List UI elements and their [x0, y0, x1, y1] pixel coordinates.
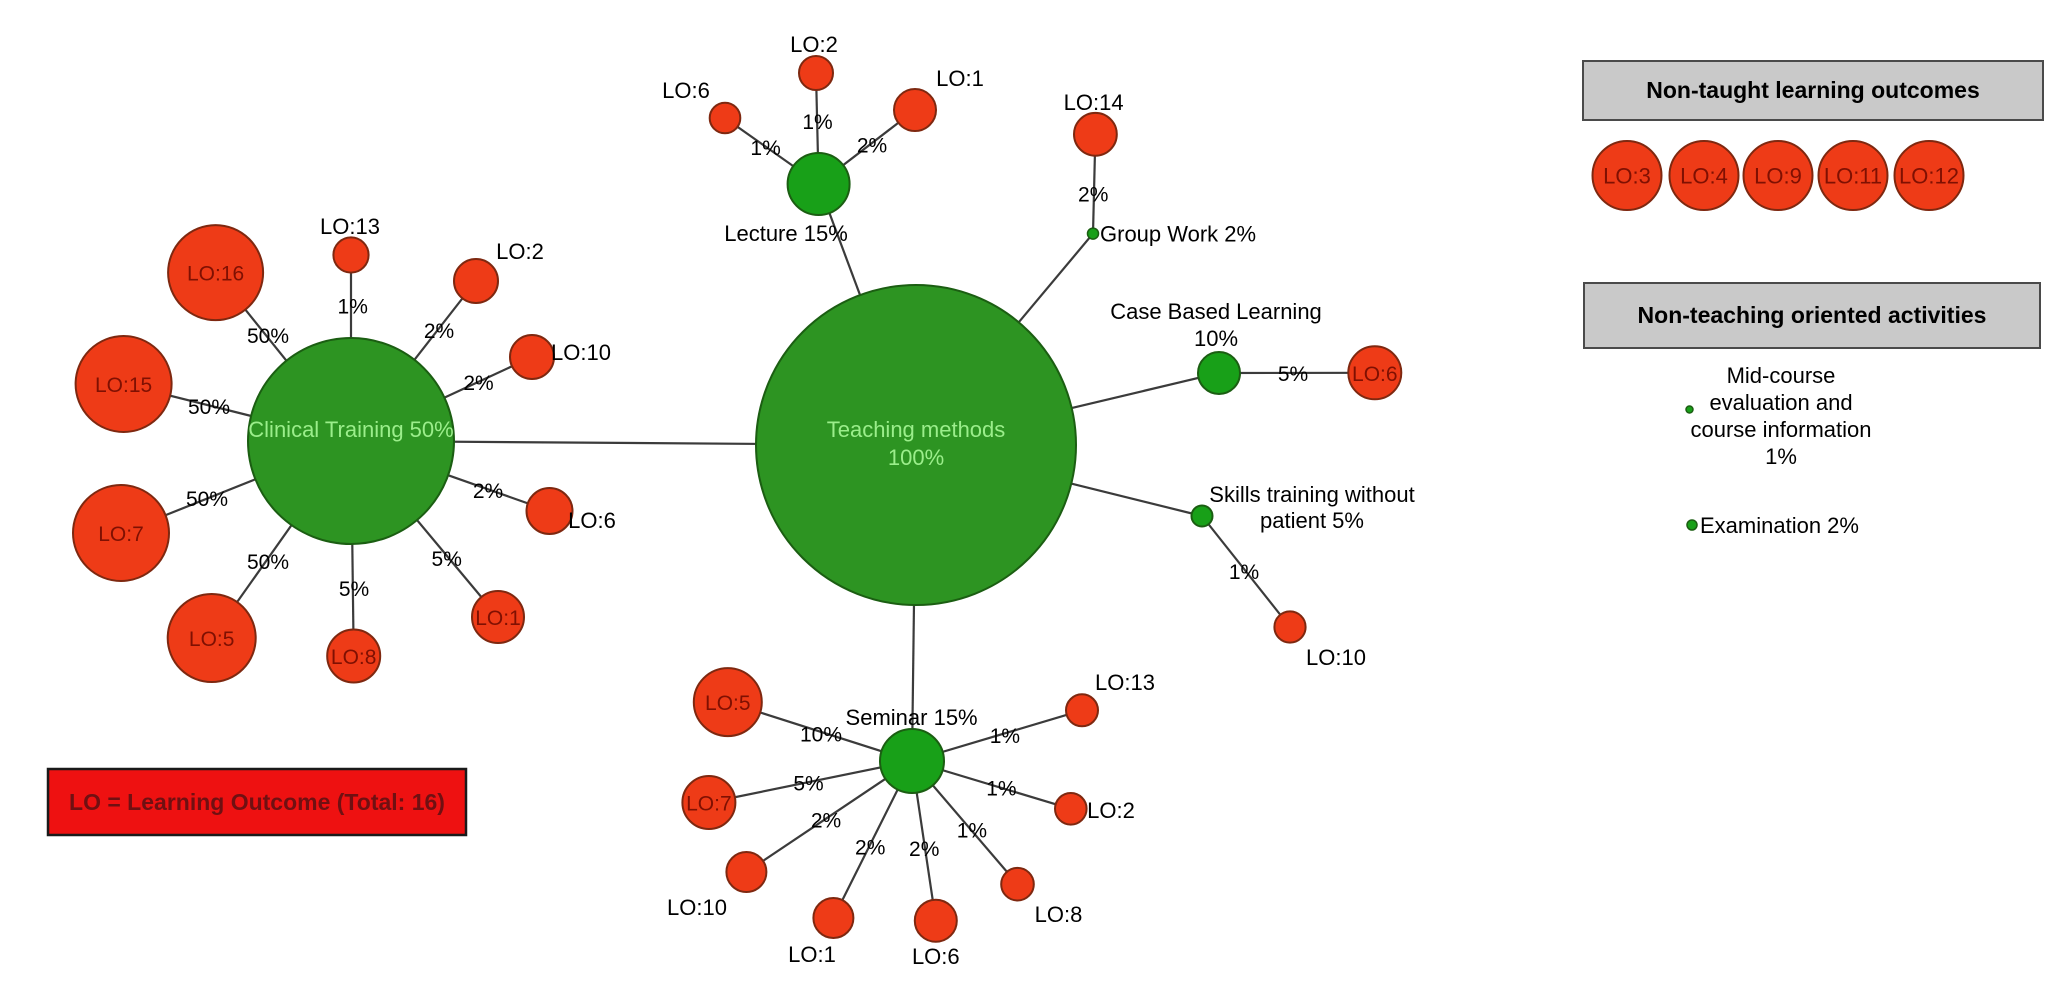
svg-text:LO:6: LO:6	[662, 78, 710, 103]
svg-text:10%: 10%	[800, 724, 842, 747]
svg-text:LO:2: LO:2	[790, 32, 838, 57]
svg-text:LO:12: LO:12	[1899, 164, 1959, 189]
svg-text:LO:16: LO:16	[187, 263, 244, 286]
svg-text:LO:15: LO:15	[95, 374, 152, 397]
svg-text:LO:8: LO:8	[331, 646, 377, 669]
svg-text:patient 5%: patient 5%	[1260, 508, 1364, 533]
svg-text:10%: 10%	[1194, 326, 1238, 351]
svg-text:LO:2: LO:2	[1087, 798, 1135, 823]
svg-text:Mid-course: Mid-course	[1727, 363, 1836, 388]
svg-text:50%: 50%	[186, 488, 228, 511]
svg-text:LO = Learning Outcome (Total:: LO = Learning Outcome (Total: 16)	[69, 789, 445, 815]
svg-text:LO:13: LO:13	[1095, 670, 1155, 695]
svg-text:LO:11: LO:11	[1824, 164, 1882, 189]
svg-text:LO:2: LO:2	[496, 239, 544, 264]
svg-text:1%: 1%	[1229, 561, 1259, 584]
svg-text:LO:6: LO:6	[568, 508, 616, 533]
svg-text:LO:1: LO:1	[936, 66, 984, 91]
svg-text:LO:5: LO:5	[189, 628, 235, 651]
svg-text:1%: 1%	[986, 777, 1016, 800]
svg-text:Teaching methods: Teaching methods	[827, 417, 1006, 442]
svg-text:5%: 5%	[339, 578, 369, 601]
svg-text:Group Work 2%: Group Work 2%	[1100, 222, 1256, 247]
svg-text:2%: 2%	[909, 838, 939, 861]
svg-text:Clinical Training 50%: Clinical Training 50%	[248, 417, 453, 442]
svg-text:LO:5: LO:5	[705, 692, 751, 715]
svg-text:LO:10: LO:10	[1306, 645, 1366, 670]
svg-text:1%: 1%	[338, 296, 368, 319]
svg-text:2%: 2%	[463, 372, 493, 395]
svg-text:Seminar 15%: Seminar 15%	[846, 705, 978, 730]
svg-text:2%: 2%	[811, 809, 841, 832]
svg-text:Case Based Learning: Case Based Learning	[1110, 299, 1322, 324]
svg-text:LO:6: LO:6	[912, 944, 960, 969]
svg-text:2%: 2%	[855, 836, 885, 859]
svg-text:50%: 50%	[247, 551, 289, 574]
svg-text:LO:9: LO:9	[1754, 164, 1802, 189]
svg-text:1%: 1%	[990, 725, 1020, 748]
svg-text:LO:10: LO:10	[551, 340, 611, 365]
svg-text:course information: course information	[1691, 417, 1872, 442]
svg-text:2%: 2%	[424, 320, 454, 343]
svg-text:LO:4: LO:4	[1680, 164, 1728, 189]
svg-text:2%: 2%	[1078, 183, 1108, 206]
svg-text:LO:3: LO:3	[1603, 164, 1651, 189]
svg-text:LO:6: LO:6	[1352, 363, 1398, 386]
svg-text:LO:7: LO:7	[98, 523, 144, 546]
svg-text:Non-taught learning outcomes: Non-taught learning outcomes	[1646, 77, 1980, 103]
svg-text:LO:8: LO:8	[1035, 902, 1083, 927]
svg-text:1%: 1%	[1765, 444, 1797, 469]
svg-text:50%: 50%	[247, 325, 289, 348]
svg-text:Skills training without: Skills training without	[1209, 482, 1414, 507]
svg-text:1%: 1%	[957, 820, 987, 843]
svg-text:Examination 2%: Examination 2%	[1700, 513, 1859, 538]
svg-text:1%: 1%	[802, 111, 832, 134]
svg-text:LO:1: LO:1	[475, 607, 521, 630]
svg-text:LO:14: LO:14	[1064, 90, 1124, 115]
svg-text:LO:10: LO:10	[667, 895, 727, 920]
svg-text:5%: 5%	[432, 548, 462, 571]
svg-text:LO:13: LO:13	[320, 214, 380, 239]
svg-text:5%: 5%	[793, 773, 823, 796]
svg-text:LO:1: LO:1	[788, 942, 836, 967]
svg-text:Non-teaching oriented activiti: Non-teaching oriented activities	[1638, 302, 1987, 328]
svg-text:5%: 5%	[1278, 363, 1308, 386]
svg-text:2%: 2%	[473, 480, 503, 503]
svg-text:Lecture 15%: Lecture 15%	[724, 221, 848, 246]
svg-text:evaluation and: evaluation and	[1709, 390, 1852, 415]
svg-text:LO:7: LO:7	[686, 793, 732, 816]
svg-text:100%: 100%	[888, 445, 944, 470]
svg-text:1%: 1%	[750, 137, 780, 160]
svg-text:50%: 50%	[188, 396, 230, 419]
svg-text:2%: 2%	[857, 135, 887, 158]
